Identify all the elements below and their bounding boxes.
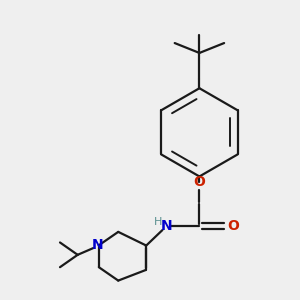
Text: H: H [154,217,162,226]
Text: O: O [194,175,205,189]
Text: N: N [92,238,103,252]
Text: O: O [227,219,239,233]
Text: N: N [161,219,172,233]
